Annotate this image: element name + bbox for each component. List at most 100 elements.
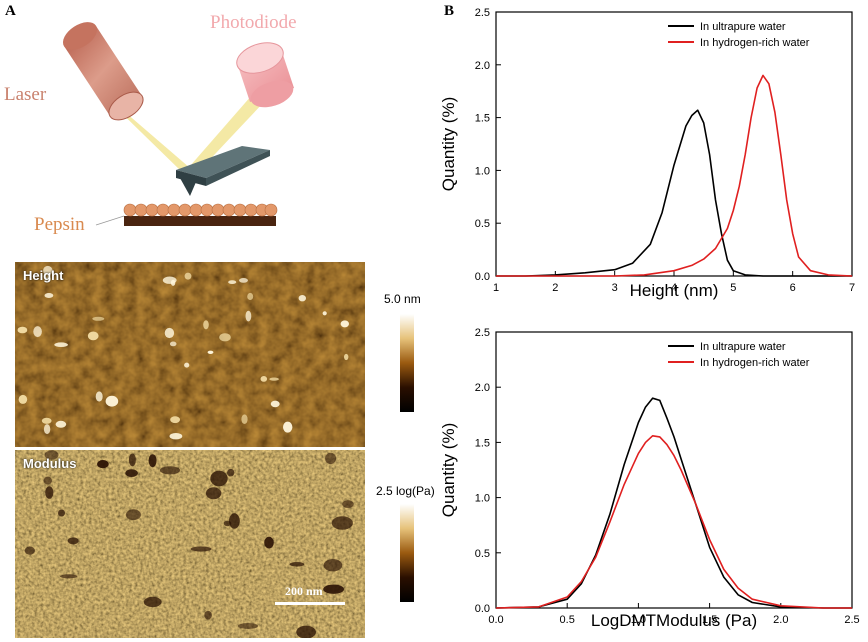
laser-label: Laser [4,84,47,105]
height-distribution-chart: 1 2 3 4 5 6 7 0.0 0.5 1.0 1.5 2.0 2.5 Height (nm) Quan… [439,7,855,300]
height-particle [87,331,99,341]
height-map-label: Height [23,268,64,283]
pepsin-sample [123,203,278,226]
afm-schematic [62,22,294,226]
x-tick-label: 3 [612,282,618,294]
height-particle [92,316,105,321]
modulus-colorbar-max: 2.5 log(Pa) [376,484,435,498]
height-particle [105,395,119,407]
x-tick-label: 6 [790,282,796,294]
pepsin-pointer [95,215,125,226]
height-particle [44,293,54,298]
height-particle [207,350,214,354]
legend-label: In ultrapure water [700,21,786,33]
y-tick-label: 0.5 [475,548,490,560]
x-axis-label: Height (nm) [630,281,719,300]
height-particle [340,320,349,328]
photodiode-label: Photodiode [210,12,297,33]
afm-height-map: Height [15,262,365,447]
y-tick-label: 0.0 [475,603,490,615]
height-particle [162,276,177,284]
height-particle [33,326,42,338]
pepsin-label: Pepsin [34,214,85,235]
modulus-dark-region [342,500,354,508]
x-tick-label: 1.0 [631,614,646,626]
x-tick-label: 1 [493,282,499,294]
height-colorbar [400,314,414,412]
height-particle [298,295,306,302]
modulus-dark-region [264,536,274,549]
height-particle [55,420,67,428]
legend-label: In hydrogen-rich water [700,357,810,369]
x-tick-label: 0.5 [560,614,575,626]
modulus-dark-region [45,486,54,499]
height-particles [17,265,349,440]
height-particle [260,376,268,382]
legend-label: In ultrapure water [700,341,786,353]
y-tick-label: 2.0 [475,60,490,72]
modulus-dark-region [24,546,35,555]
height-particle [43,424,51,435]
height-particle [169,433,183,440]
series-line-ultrapure-water [496,109,852,277]
modulus-dark-region [289,562,305,567]
height-particle [245,310,252,322]
y-tick-label: 1.5 [475,437,490,449]
x-tick-label: 2.5 [844,614,859,626]
modulus-map-label: Modulus [23,456,77,471]
modulus-texture [15,450,365,638]
height-particle [17,326,28,334]
y-axis-label: Quantity (%) [439,423,458,517]
x-tick-label: 4 [671,282,677,294]
y-tick-label: 2.5 [475,7,490,19]
modulus-dark-region [128,453,136,467]
height-particle [269,377,279,381]
height-particle [169,341,177,347]
series-line-ultrapure-water [495,397,852,609]
height-particle [219,333,231,342]
height-particle [184,272,192,280]
modulus-dark-region [125,509,141,521]
x-tick-label: 1.5 [702,614,717,626]
modulus-dark-region [296,625,316,638]
modulus-dark-region [204,610,212,620]
modulus-distribution-chart: 0.0 0.5 1.0 1.5 2.0 2.5 0.0 0.5 1.0 1.5 2.0 2.5 LogD… [439,327,860,630]
y-tick-label: 1.5 [475,113,490,125]
height-particle [18,394,28,404]
height-particle [170,416,181,424]
y-axis-label: Quantity (%) [439,97,458,191]
modulus-dark-region [125,469,138,477]
height-particle [344,353,349,361]
modulus-dark-region [58,509,65,517]
height-particle [43,265,53,276]
height-particle [95,391,103,402]
laser-icon [62,22,144,121]
height-particle [241,414,248,424]
y-tick-label: 2.5 [475,327,490,339]
modulus-dark-region [43,476,52,485]
y-tick-label: 1.0 [475,165,490,177]
height-particle [45,276,52,282]
scale-bar-label: 200 nm [285,584,323,598]
modulus-dark-region [238,623,258,629]
panel-a-letter: A [5,3,16,19]
modulus-dark-region [148,454,157,468]
modulus-dark-region [325,452,337,465]
cantilever-icon [176,146,270,196]
modulus-dark-region [210,470,228,487]
series-line-hydrogen-rich-water [495,435,852,609]
modulus-dark-regions [24,450,354,638]
plot-frame [495,11,853,277]
modulus-dark-region [44,450,59,460]
plot-frame [495,331,853,609]
y-tick-label: 0.0 [475,271,490,283]
x-tick-label: 2 [552,282,558,294]
modulus-dark-region [190,546,212,552]
legend-label: In hydrogen-rich water [700,37,810,49]
y-tick-label: 2.0 [475,382,490,394]
modulus-dark-region [97,460,109,469]
modulus-dark-region [331,516,353,530]
photodiode-icon [236,42,294,108]
height-colorbar-max: 5.0 nm [384,292,421,306]
y-tick-label: 0.5 [475,218,490,230]
